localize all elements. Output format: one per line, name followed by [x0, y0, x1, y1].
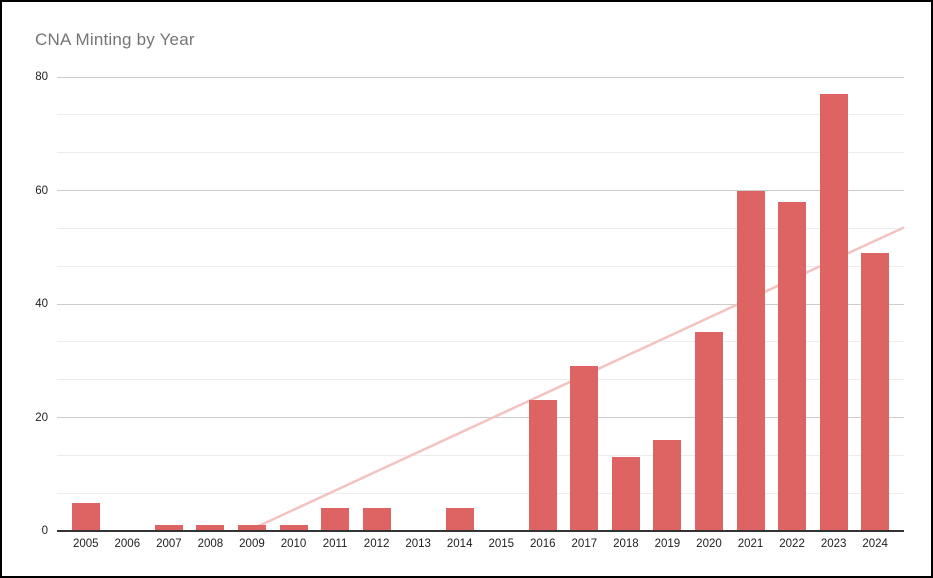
bar-slot-2014	[439, 77, 481, 531]
x-label-2007: 2007	[156, 538, 182, 550]
bar-2016[interactable]	[528, 400, 557, 531]
minor-gridline	[57, 379, 904, 381]
minor-gridline	[57, 492, 904, 494]
minor-gridline	[57, 454, 904, 456]
x-label-2014: 2014	[446, 538, 473, 550]
bar-slot-2007	[148, 77, 190, 531]
x-label-2005: 2005	[72, 538, 99, 550]
y-label-0: 0	[41, 525, 48, 537]
y-axis-labels: 0 20 40 60 80	[2, 2, 48, 576]
bar-2021[interactable]	[736, 190, 765, 531]
bar-2018[interactable]	[611, 457, 640, 531]
bar-2011[interactable]	[321, 508, 350, 531]
x-label-2024: 2024	[862, 538, 888, 550]
x-label-2012: 2012	[363, 538, 390, 550]
bar-slot-2012	[356, 77, 398, 531]
x-label-2017: 2017	[571, 538, 598, 550]
bar-slot-2009	[231, 77, 273, 531]
y-label-60: 60	[35, 184, 48, 197]
bar-slot-2013	[397, 77, 439, 531]
bar-slot-2006	[107, 77, 149, 531]
bar-2010[interactable]	[279, 525, 308, 531]
y-label-40: 40	[35, 298, 48, 310]
minor-gridline	[57, 152, 904, 154]
major-gridline	[57, 303, 904, 305]
x-label-2020: 2020	[696, 538, 722, 550]
bar-slot-2020	[688, 77, 730, 531]
y-label-20: 20	[35, 411, 48, 424]
bar-slot-2019	[647, 77, 689, 531]
x-label-2015: 2015	[488, 538, 515, 550]
bar-slot-2022	[771, 77, 813, 531]
bar-2009[interactable]	[237, 525, 266, 531]
bar-slot-2011	[314, 77, 356, 531]
x-label-2022: 2022	[779, 538, 805, 550]
bar-slot-2021	[730, 77, 772, 531]
x-label-2010: 2010	[280, 538, 307, 550]
bar-2007[interactable]	[154, 525, 183, 531]
bar-slot-2023	[813, 77, 855, 531]
bars-container	[57, 77, 904, 531]
bar-2017[interactable]	[570, 366, 599, 531]
bar-slot-2017	[564, 77, 606, 531]
bar-2020[interactable]	[694, 332, 723, 531]
bar-2014[interactable]	[445, 508, 474, 531]
bar-2023[interactable]	[819, 94, 848, 531]
minor-gridline	[57, 114, 904, 116]
gridlines	[57, 76, 904, 531]
minor-gridline	[57, 227, 904, 229]
x-label-2006: 2006	[114, 538, 141, 550]
plot-area[interactable]	[57, 76, 904, 532]
chart-title: CNA Minting by Year	[35, 30, 195, 49]
x-label-2008: 2008	[197, 538, 224, 550]
major-gridline	[57, 190, 904, 191]
x-label-2016: 2016	[529, 538, 556, 550]
bar-2019[interactable]	[653, 440, 682, 531]
x-axis-line	[57, 530, 904, 532]
bar-slot-2015	[480, 77, 522, 531]
bar-slot-2008	[190, 77, 232, 531]
bar-2024[interactable]	[861, 252, 890, 531]
x-label-2019: 2019	[654, 538, 681, 550]
x-label-2021: 2021	[737, 538, 764, 550]
bar-slot-2005	[65, 77, 107, 531]
bar-2008[interactable]	[196, 525, 225, 531]
x-label-2013: 2013	[405, 538, 431, 550]
y-label-80: 80	[35, 71, 48, 83]
x-label-2011: 2011	[322, 538, 348, 550]
x-axis-labels: 2005 2006 2007 2008 2009 2010 2011 2012 2013 2014…	[57, 538, 904, 550]
x-label-2018: 2018	[613, 538, 639, 550]
bar-slot-2010	[273, 77, 315, 531]
bar-slot-2016	[522, 77, 564, 531]
bar-2022[interactable]	[778, 201, 807, 531]
minor-gridline	[57, 341, 904, 343]
bar-2005[interactable]	[71, 502, 100, 531]
bar-slot-2018	[605, 77, 647, 531]
bar-slot-2024	[854, 77, 896, 531]
minor-gridline	[57, 265, 904, 267]
x-label-2009: 2009	[239, 538, 265, 550]
x-label-2023: 2023	[820, 538, 847, 550]
major-gridline	[57, 76, 904, 78]
bar-2012[interactable]	[362, 508, 391, 531]
major-gridline	[57, 417, 904, 418]
